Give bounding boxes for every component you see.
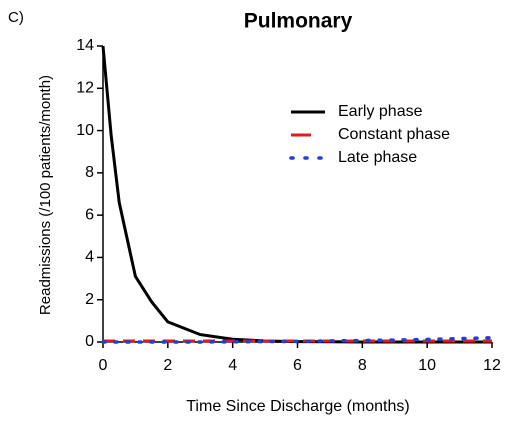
y-tick-label: 2 bbox=[85, 291, 94, 308]
legend-label: Early phase bbox=[338, 103, 423, 120]
y-tick-label: 8 bbox=[85, 164, 94, 181]
series-line bbox=[101, 336, 494, 344]
y-tick-label: 6 bbox=[85, 206, 94, 223]
x-tick-label: 2 bbox=[163, 357, 172, 374]
y-tick-label: 4 bbox=[85, 249, 94, 266]
chart-title: Pulmonary bbox=[244, 10, 353, 33]
x-tick-label: 10 bbox=[418, 357, 436, 374]
x-tick-label: 6 bbox=[293, 357, 302, 374]
x-tick-label: 8 bbox=[358, 357, 367, 374]
x-tick-label: 0 bbox=[99, 357, 108, 374]
legend-label: Late phase bbox=[338, 149, 417, 166]
y-tick-label: 14 bbox=[76, 37, 94, 54]
y-tick-label: 12 bbox=[76, 80, 94, 97]
y-axis-label: Readmissions (/100 patients/month) bbox=[37, 75, 54, 315]
x-tick-label: 12 bbox=[483, 357, 501, 374]
series-line bbox=[101, 45, 492, 344]
panel-label: C) bbox=[8, 9, 24, 26]
y-tick-label: 0 bbox=[85, 333, 94, 350]
x-tick-label: 4 bbox=[228, 357, 237, 374]
y-tick-label: 10 bbox=[76, 122, 94, 139]
legend-label: Constant phase bbox=[338, 126, 450, 143]
x-axis-label: Time Since Discharge (months) bbox=[186, 398, 409, 415]
